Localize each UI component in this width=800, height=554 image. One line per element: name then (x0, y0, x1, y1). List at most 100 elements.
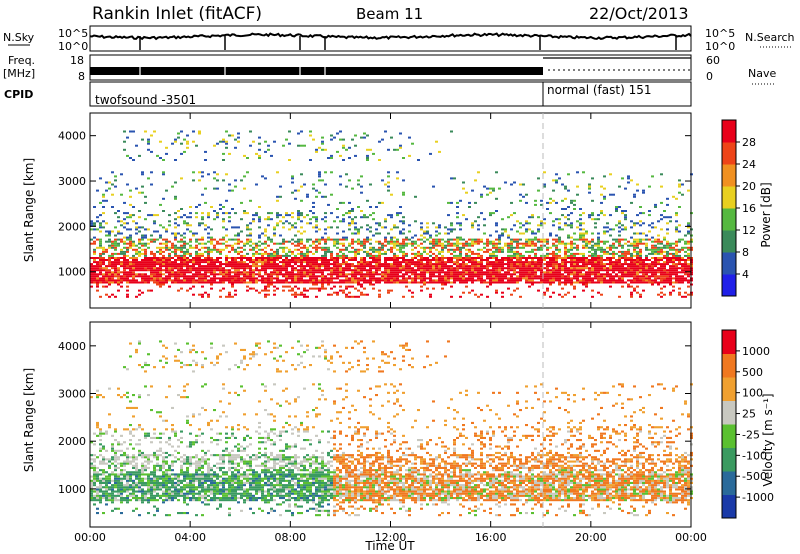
power-cell-395 (138, 191, 141, 194)
power-cell-590 (165, 261, 168, 264)
power-cell-4291 (648, 230, 651, 233)
power-cell-796 (189, 206, 192, 208)
power-cell-3430 (537, 265, 540, 268)
power-cell-2839 (453, 228, 456, 231)
power-cell-59 (96, 189, 99, 192)
power-cell-4582 (687, 226, 690, 229)
power-cell-3435 (537, 248, 540, 251)
power-cell-1350 (264, 279, 267, 282)
power-cell-2782 (447, 267, 450, 270)
power-cell-3415 (534, 252, 537, 255)
power-cell-3752 (576, 185, 579, 188)
power-cell-875 (201, 269, 204, 272)
power-cell-3744 (576, 252, 579, 255)
power-cell-1126 (234, 275, 237, 278)
power-cell-1251 (249, 234, 252, 237)
power-cell-487 (150, 214, 153, 217)
power-cell-1223 (246, 252, 249, 255)
power-cell-3333 (525, 281, 528, 284)
power-cell-1760 (315, 295, 318, 298)
power-cell-2218 (369, 279, 372, 282)
power-cell-3369 (528, 257, 531, 259)
power-cell-778 (189, 277, 192, 280)
power-cell-4553 (684, 261, 687, 264)
power-cell-154 (108, 181, 111, 184)
power-cell-2042 (348, 277, 351, 280)
power-cell-2816 (450, 228, 453, 231)
power-cell-2518 (408, 277, 411, 280)
power-cell-1552 (291, 293, 294, 296)
power-cell-569 (162, 257, 165, 259)
power-cell-283 (126, 271, 129, 274)
power-panel (90, 130, 693, 298)
power-cell-3672 (567, 236, 570, 239)
power-cell-3281 (516, 254, 519, 257)
power-cell-874 (201, 273, 204, 276)
power-cell-4575 (687, 252, 690, 255)
power-cell-3178 (501, 259, 504, 261)
power-cell-3864 (591, 244, 594, 247)
power-cell-4118 (627, 271, 630, 274)
power-cell-2039 (348, 285, 351, 288)
power-cell-3157 (498, 250, 501, 253)
power-cell-309 (129, 267, 132, 270)
power-cell-1488 (282, 281, 285, 284)
power-cell-821 (195, 273, 198, 276)
power-cell-2846 (456, 269, 459, 272)
power-cell-1024 (219, 203, 222, 206)
power-cell-3227 (510, 275, 513, 278)
power-cell-1788 (315, 189, 318, 192)
power-cell-2047 (348, 263, 351, 266)
power-cell-3350 (525, 238, 528, 241)
power-cell-2112 (354, 154, 357, 157)
power-cell-1559 (291, 273, 294, 276)
power-cell-1282 (255, 277, 258, 280)
power-cell-4140 (630, 273, 633, 276)
power-cell-1005 (219, 295, 222, 298)
power-cell-1804 (318, 242, 321, 245)
power-cell-2236 (369, 226, 372, 229)
power-cell-2155 (360, 257, 363, 259)
velocity-cell-169 (114, 494, 117, 497)
power-cell-636 (171, 250, 174, 253)
power-cell-1049 (222, 138, 225, 141)
power-cell-1609 (297, 273, 300, 276)
power-cell-2135 (357, 230, 360, 233)
power-cell-142 (108, 261, 111, 264)
power-cell-4082 (621, 250, 624, 253)
power-cell-4533 (681, 267, 684, 270)
power-cell-1607 (297, 277, 300, 280)
power-cell-1393 (267, 224, 270, 227)
power-cell-1706 (306, 222, 309, 225)
power-cell-3008 (477, 248, 480, 251)
power-cell-2421 (396, 281, 399, 284)
power-cell-1012 (219, 269, 222, 272)
power-cell-1424 (273, 277, 276, 280)
power-cell-1594 (294, 254, 297, 257)
power-cell-4136 (630, 285, 633, 288)
power-cell-1994 (342, 261, 345, 264)
power-cell-910 (204, 224, 207, 227)
velocity-cell-21 (93, 494, 96, 497)
power-cell-754 (186, 275, 189, 278)
velocity-cell-6 (90, 486, 93, 489)
power-cell-3937 (600, 212, 603, 215)
power-cell-3395 (531, 244, 534, 247)
power-cell-2035 (345, 173, 348, 176)
power-cell-3957 (603, 232, 606, 235)
velocity-cell-122 (105, 458, 108, 461)
power-cell-2148 (360, 271, 363, 274)
power-cell-1085 (228, 265, 231, 268)
power-cell-4447 (669, 259, 672, 261)
power-cell-4294 (648, 210, 651, 212)
power-cell-1311 (258, 248, 261, 251)
power-cell-2687 (432, 244, 435, 247)
power-cell-3086 (489, 252, 492, 255)
power-cell-394 (138, 210, 141, 212)
power-cell-2050 (348, 250, 351, 253)
power-cell-357 (135, 269, 138, 272)
power-cell-1296 (255, 214, 258, 217)
power-cell-4444 (669, 267, 672, 270)
power-cell-4409 (663, 210, 666, 212)
velocity-cell-257 (126, 494, 129, 497)
